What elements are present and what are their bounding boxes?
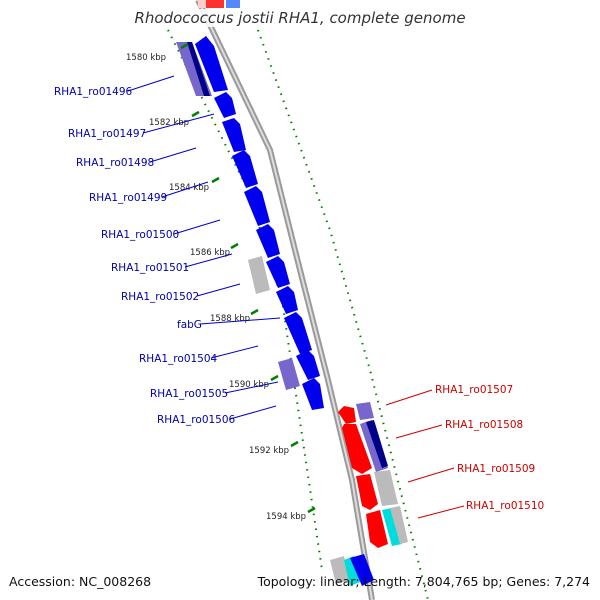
gene-arrow <box>256 224 280 258</box>
accession-text: Accession: NC_008268 <box>9 574 152 589</box>
gene-arrow <box>248 256 270 294</box>
gene-arrow <box>356 402 374 420</box>
tick-label: 1582 kbp <box>149 118 189 128</box>
gene-arrow <box>342 424 372 474</box>
tick-label: 1590 kbp <box>229 380 269 390</box>
gene-arrow <box>214 92 236 118</box>
gene-arrow <box>284 312 312 354</box>
position-ticks <box>180 42 316 514</box>
gene-label[interactable]: RHA1_ro01497 <box>68 128 146 140</box>
gene-arrow <box>244 186 270 226</box>
gene-arrow <box>278 358 300 390</box>
gene-label[interactable]: RHA1_ro01501 <box>111 262 189 274</box>
gene-label[interactable]: RHA1_ro01505 <box>150 388 228 400</box>
tick-label: 1592 kbp <box>249 446 289 456</box>
genome-info-text: Topology: linear; Length: 7,804,765 bp; … <box>257 574 590 589</box>
gene-arrow <box>350 554 374 586</box>
gene-arrow <box>344 556 360 586</box>
map-footer: Accession: NC_008268 Topology: linear; L… <box>0 574 600 590</box>
gene-label[interactable]: RHA1_ro01508 <box>445 419 523 431</box>
top-features <box>198 0 240 8</box>
gene-arrow <box>266 256 290 288</box>
gene-label[interactable]: RHA1_ro01500 <box>101 229 179 241</box>
guide-dots <box>167 29 429 600</box>
gene-arrow <box>187 42 210 96</box>
gene-arrow <box>390 506 408 544</box>
gene-arrow <box>276 286 298 314</box>
gene-arrow <box>302 378 324 410</box>
gene-arrow <box>366 420 388 468</box>
left-leaders <box>127 75 281 420</box>
genome-backbone <box>195 0 375 600</box>
gene-arrow <box>374 470 398 506</box>
gene-label[interactable]: RHA1_ro01507 <box>435 384 513 396</box>
right-leaders <box>385 389 465 519</box>
gene-arrow <box>222 118 246 152</box>
gene-label[interactable]: RHA1_ro01504 <box>139 353 218 365</box>
map-title: Rhodococcus jostii RHA1, complete genome <box>0 9 600 27</box>
tick-label: 1580 kbp <box>126 53 166 63</box>
gene-label[interactable]: RHA1_ro01506 <box>157 414 236 426</box>
gene-label[interactable]: RHA1_ro01502 <box>121 291 199 303</box>
reverse-genes <box>330 402 408 586</box>
tick-label: 1586 kbp <box>190 248 230 258</box>
gene-arrow <box>356 474 378 510</box>
forward-genes <box>176 36 324 410</box>
tick-label: 1594 kbp <box>266 512 306 522</box>
gene-arrow <box>366 510 388 548</box>
gene-label[interactable]: RHA1_ro01509 <box>457 463 535 475</box>
gene-arrow <box>382 508 402 546</box>
gene-arrow <box>195 36 228 92</box>
gene-label[interactable]: RHA1_ro01496 <box>54 86 133 98</box>
tick-label: 1588 kbp <box>210 314 250 324</box>
gene-arrow <box>296 350 320 380</box>
gene-label[interactable]: RHA1_ro01510 <box>466 500 544 512</box>
gene-label[interactable]: RHA1_ro01499 <box>89 192 167 204</box>
gene-label[interactable]: fabG <box>177 319 202 331</box>
gene-label[interactable]: RHA1_ro01498 <box>76 157 154 169</box>
gene-arrow <box>338 406 356 424</box>
gene-arrow <box>232 150 258 188</box>
